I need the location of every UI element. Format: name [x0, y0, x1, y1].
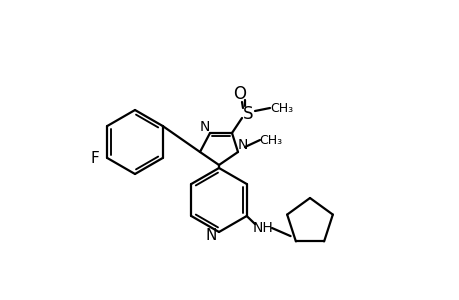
- Text: N: N: [205, 227, 216, 242]
- Text: N: N: [237, 138, 248, 152]
- Text: CH₃: CH₃: [270, 101, 293, 115]
- Text: CH₃: CH₃: [259, 134, 282, 146]
- Text: F: F: [91, 151, 100, 166]
- Text: S: S: [242, 105, 253, 123]
- Text: NH: NH: [252, 221, 273, 235]
- Text: N: N: [199, 120, 210, 134]
- Text: O: O: [233, 85, 246, 103]
